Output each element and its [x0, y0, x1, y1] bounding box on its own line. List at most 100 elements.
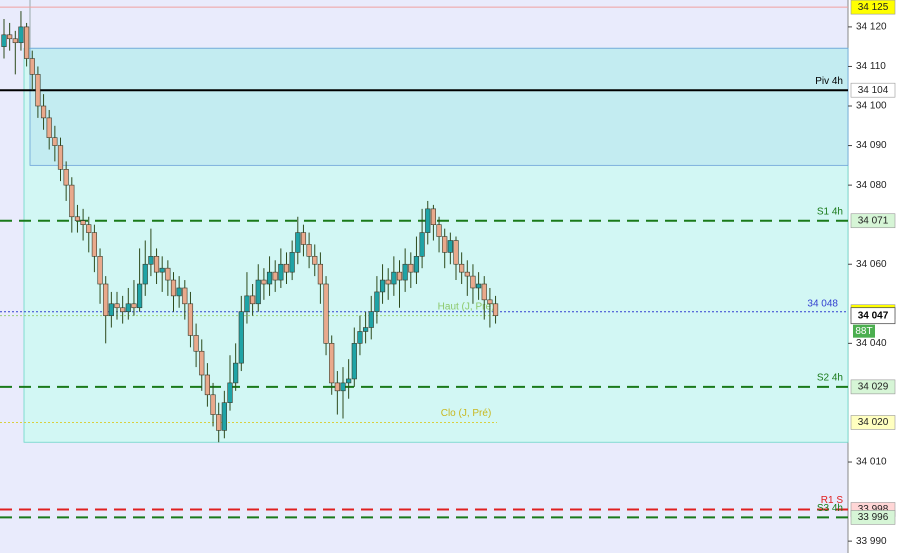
price-box [850, 0, 896, 15]
price-box [850, 213, 896, 229]
candle-body [52, 137, 58, 146]
candle-body [238, 311, 244, 364]
y-tick-label: 34 110 [856, 61, 886, 72]
candle-body [475, 283, 482, 289]
candle-body [35, 74, 41, 107]
candle-body [125, 303, 131, 313]
candle-body [176, 287, 182, 297]
candle-body [453, 240, 459, 265]
candle-body [413, 256, 420, 273]
candle-body [289, 252, 295, 273]
candle-body [221, 402, 227, 431]
candle-body [227, 382, 233, 403]
candle-body [182, 287, 188, 305]
y-tick-label: 34 100 [856, 101, 887, 112]
price-box [850, 82, 896, 98]
candle-body [266, 271, 273, 285]
candle-body [137, 283, 143, 309]
candle-body [103, 283, 109, 316]
candle-body [346, 378, 352, 384]
candle-body [419, 232, 425, 257]
candle-body [97, 256, 103, 285]
candle-body [120, 307, 126, 313]
candle-body [29, 58, 35, 75]
level-name: R1 S [821, 495, 844, 506]
candle-body [165, 267, 171, 281]
candle-body [63, 169, 69, 186]
candle-body [216, 414, 222, 431]
candle-body [204, 374, 211, 396]
candle-body [255, 279, 261, 305]
candle-body [374, 291, 380, 313]
candle-body [283, 263, 290, 273]
candle-body [300, 232, 307, 245]
candle-body [210, 394, 216, 415]
y-tick-label: 33 990 [856, 536, 887, 547]
candle-body [170, 279, 177, 297]
candle-body [362, 327, 369, 332]
candle-body [481, 283, 487, 301]
candle-body [408, 263, 414, 273]
candle-body [244, 295, 250, 313]
candle-body [379, 279, 386, 293]
level-name: S2 4h [817, 373, 843, 384]
y-tick-label: 34 040 [856, 338, 887, 349]
price-box-label: 34 029 [858, 382, 889, 393]
candle-body [278, 263, 284, 281]
candle-body [295, 232, 301, 253]
candle-body [46, 117, 52, 138]
candle-body [250, 295, 256, 305]
candle-body [470, 275, 476, 289]
candle-body [233, 362, 239, 384]
price-box-label: 33 996 [858, 512, 889, 523]
level-name: Piv 4h [815, 76, 843, 87]
candle-body [396, 271, 403, 281]
candle-body [306, 244, 312, 257]
candle-body [402, 263, 408, 281]
price-box-label: 33 998 [858, 504, 889, 515]
level-name: Haut (J, Pré) [438, 301, 495, 312]
level-name: S1 4h [817, 206, 843, 217]
price-box-label: 34 071 [858, 215, 889, 226]
candle-body [492, 303, 499, 316]
candle-body [329, 343, 335, 384]
candle-body [108, 303, 114, 316]
tag-box [853, 324, 875, 338]
candle-body [69, 184, 75, 218]
candle-body [142, 263, 148, 285]
candle-body [148, 256, 154, 265]
candle-body [7, 34, 13, 40]
y-tick-label: 34 080 [856, 180, 887, 191]
price-box [850, 510, 896, 525]
level-price-text: 34 048 [807, 298, 838, 309]
candle-body [23, 26, 30, 59]
candle-body [312, 256, 318, 265]
candle-body [459, 263, 465, 273]
candle-body [91, 232, 97, 257]
candle-body [464, 271, 470, 277]
candle-body [159, 267, 165, 273]
candle-body [391, 271, 397, 285]
candle-body [12, 38, 18, 44]
candle-body [430, 208, 437, 225]
candle-body [199, 350, 205, 376]
candle-body [425, 208, 431, 233]
tick-tag: 88T [855, 326, 872, 337]
last-price-label: 34 047 [858, 310, 889, 321]
level-name: S3 4h [817, 503, 843, 514]
candle-body [317, 263, 324, 285]
candle-body [340, 382, 346, 392]
last-price-box [850, 307, 896, 325]
candle-body [436, 224, 442, 237]
level-name: Clo (J, Pré) [441, 408, 492, 419]
candle-body [193, 335, 199, 352]
candle-body [323, 283, 329, 344]
y-tick-label: 34 090 [856, 140, 887, 151]
candle-body [18, 26, 24, 44]
candle-body [1, 34, 7, 47]
candle-body [74, 216, 81, 222]
y-tick-label: 34 120 [856, 22, 887, 33]
candle-body [385, 279, 391, 285]
candle-body [131, 303, 137, 309]
